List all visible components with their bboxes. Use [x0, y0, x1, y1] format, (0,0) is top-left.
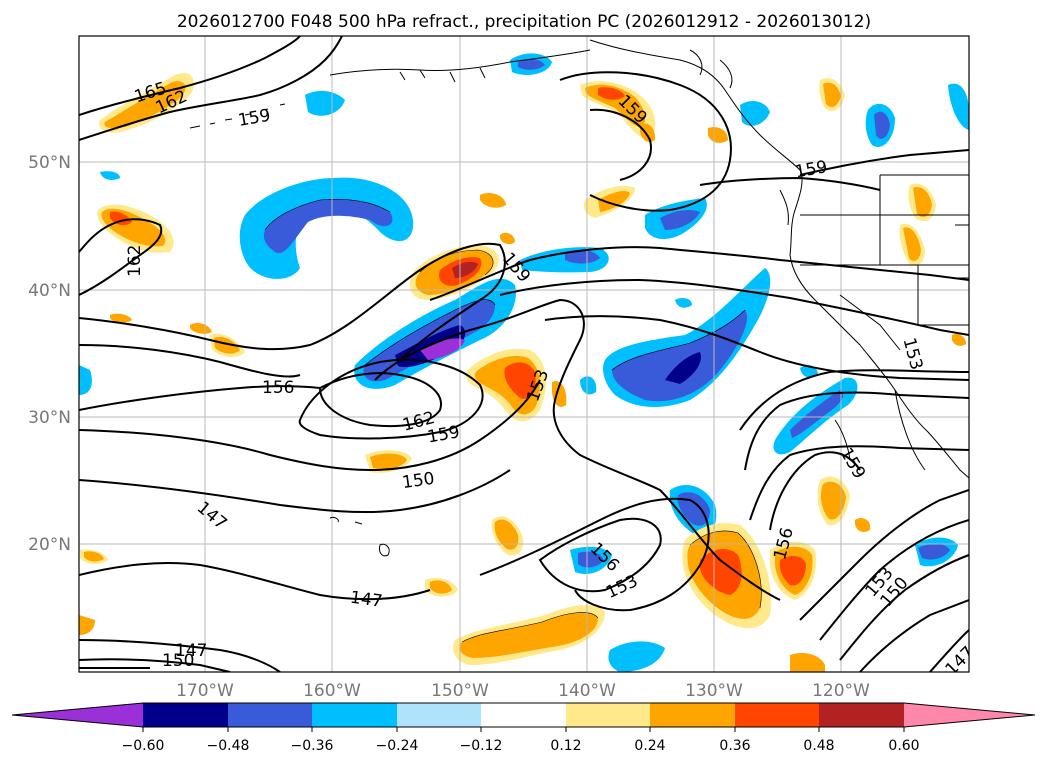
lon-label: 140°W: [558, 681, 616, 701]
lon-label: 120°W: [812, 681, 870, 701]
precip-region: [608, 641, 665, 672]
precip-region: [214, 336, 240, 354]
precip-region: [948, 83, 969, 130]
colorbar-tick-label: −0.12: [460, 738, 503, 754]
colorbar-segment: [481, 703, 566, 727]
precip-region: [580, 376, 597, 395]
contour-label: 156: [262, 378, 294, 398]
lat-label: 20°N: [28, 535, 71, 555]
precip-region: [677, 492, 710, 526]
colorbar-segment: [228, 703, 312, 727]
precip-region: [518, 58, 545, 70]
precip-region: [504, 362, 536, 399]
precip-region: [190, 322, 212, 334]
lat-label: 40°N: [28, 281, 71, 301]
precip-region: [459, 612, 598, 658]
colorbar-tick-label: 0.24: [634, 738, 665, 754]
precipitation-shading: [79, 53, 969, 672]
precip-region: [952, 334, 966, 346]
alaska-islands: [189, 49, 591, 129]
contour-label: 147: [349, 588, 384, 612]
precip-region: [790, 653, 825, 672]
precip-region: [239, 177, 414, 279]
precip-region: [708, 127, 728, 143]
precip-region: [100, 171, 120, 180]
hawaii-islands: [329, 517, 390, 557]
lon-label: 170°W: [176, 681, 234, 701]
colorbar-tick-label: 0.12: [550, 738, 581, 754]
lon-label: 150°W: [431, 681, 489, 701]
colorbar-tick-label: −0.24: [376, 738, 419, 754]
precip-region: [263, 199, 393, 254]
precip-region: [740, 100, 770, 126]
latitude-labels: 50°N 40°N 30°N 20°N: [28, 153, 71, 555]
colorbar-segment: [819, 703, 904, 727]
precip-region: [84, 551, 104, 562]
precip-region: [823, 82, 841, 108]
colorbar-tick-label: −0.60: [122, 738, 165, 754]
contour-label: 150: [162, 651, 194, 671]
colorbar-tick-label: −0.48: [207, 738, 250, 754]
precip-region: [665, 352, 701, 384]
precip-region: [480, 193, 506, 208]
colorbar-segment: [566, 703, 650, 727]
colorbar-segment: [312, 703, 397, 727]
colorbar-segment: [143, 703, 228, 727]
precip-region: [612, 310, 748, 402]
contour-label: 147: [175, 641, 207, 661]
precip-region: [370, 453, 407, 470]
lon-label: 160°W: [303, 681, 361, 701]
precip-region: [565, 250, 600, 264]
precip-region: [918, 543, 950, 560]
precip-region: [305, 90, 345, 116]
colorbar-tick-label: 0.36: [719, 738, 750, 754]
precip-region: [855, 518, 871, 533]
map-frame: [78, 35, 970, 673]
precip-region: [104, 81, 186, 129]
colorbar-tick-label: 0.48: [803, 738, 834, 754]
precip-region: [420, 338, 465, 360]
lat-label: 50°N: [28, 153, 71, 173]
precip-region: [913, 186, 932, 217]
precip-region: [578, 551, 604, 568]
contour-lines: [79, 36, 969, 672]
precip-region: [700, 548, 742, 595]
colorbar-tick-label: 0.60: [888, 738, 919, 754]
contour-label: 150: [401, 469, 436, 493]
precip-region: [598, 87, 625, 100]
precip-region: [598, 190, 630, 212]
colorbar-left-extension: [12, 703, 143, 727]
colorbar-segment: [650, 703, 735, 727]
precip-region: [500, 232, 515, 245]
lon-label: 130°W: [685, 681, 743, 701]
precip-region: [779, 555, 806, 586]
precip-region: [79, 365, 92, 395]
contour-label: 162: [125, 245, 145, 277]
longitude-labels: 170°W 160°W 150°W 140°W 130°W 120°W: [176, 681, 870, 701]
colorbar-right-extension: [904, 703, 1035, 727]
precip-region: [675, 297, 692, 308]
colorbar-segment: [735, 703, 819, 727]
precip-region: [110, 313, 132, 323]
colorbar: −0.60 −0.48 −0.36 −0.24 −0.12 0.12 0.24 …: [11, 702, 1036, 754]
map-area: 165 162 159 159 159 162 159 156 162 159 …: [79, 36, 969, 672]
precip-region: [874, 111, 890, 139]
precip-region: [79, 615, 95, 635]
precip-region: [452, 261, 478, 278]
precip-region: [494, 519, 519, 550]
precip-region: [660, 210, 700, 230]
lat-label: 30°N: [28, 408, 71, 428]
precip-region: [640, 123, 656, 143]
colorbar-segment: [397, 703, 481, 727]
map-title: 2026012700 F048 500 hPa refract., precip…: [177, 12, 871, 32]
precip-region: [790, 390, 844, 438]
colorbar-tick-label: −0.36: [291, 738, 334, 754]
precip-region: [903, 227, 921, 262]
precip-region: [821, 481, 846, 520]
precip-region: [430, 580, 452, 594]
